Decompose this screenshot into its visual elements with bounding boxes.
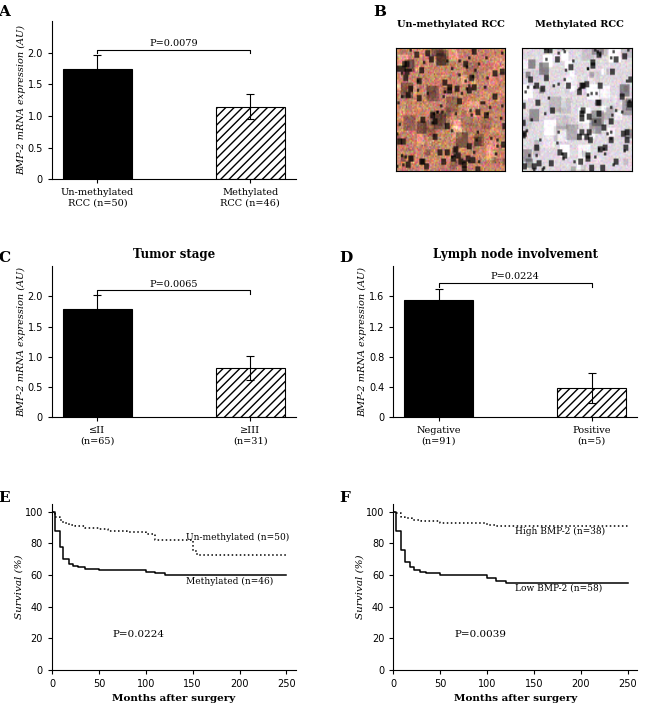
Title: Lymph node involvement: Lymph node involvement [433, 248, 597, 261]
Text: P=0.0065: P=0.0065 [150, 281, 198, 289]
X-axis label: Months after surgery: Months after surgery [112, 694, 235, 704]
Text: P=0.0224: P=0.0224 [491, 272, 540, 281]
Text: Un-methylated (n=50): Un-methylated (n=50) [186, 534, 289, 542]
Text: Methylated RCC: Methylated RCC [536, 20, 624, 29]
Y-axis label: BMP-2 mRNA expression (AU): BMP-2 mRNA expression (AU) [358, 266, 367, 417]
Bar [216, 367, 285, 417]
Y-axis label: BMP-2 mRNA expression (AU): BMP-2 mRNA expression (AU) [17, 25, 26, 176]
Y-axis label: BMP-2 mRNA expression (AU): BMP-2 mRNA expression (AU) [17, 266, 26, 417]
Text: A: A [0, 6, 10, 19]
Text: P=0.0079: P=0.0079 [150, 39, 198, 49]
Text: P=0.0224: P=0.0224 [113, 630, 165, 639]
Text: Methylated (n=46): Methylated (n=46) [186, 577, 273, 586]
Text: Un-methylated RCC: Un-methylated RCC [396, 20, 504, 29]
Text: D: D [339, 251, 353, 265]
Text: High BMP-2 (n=38): High BMP-2 (n=38) [515, 527, 605, 536]
Text: F: F [339, 491, 350, 505]
Bar [63, 309, 132, 417]
Text: C: C [0, 251, 10, 265]
Text: Low BMP-2 (n=58): Low BMP-2 (n=58) [515, 583, 603, 592]
Bar [216, 106, 285, 179]
Title: Tumor stage: Tumor stage [133, 248, 215, 261]
Text: E: E [0, 491, 10, 505]
Y-axis label: Survival (%): Survival (%) [356, 555, 365, 619]
X-axis label: Months after surgery: Months after surgery [454, 694, 577, 704]
Bar [557, 388, 626, 417]
Y-axis label: Survival (%): Survival (%) [14, 555, 23, 619]
Bar [404, 300, 473, 417]
Text: B: B [374, 6, 387, 19]
Bar [63, 68, 132, 179]
Text: P=0.0039: P=0.0039 [454, 630, 506, 639]
